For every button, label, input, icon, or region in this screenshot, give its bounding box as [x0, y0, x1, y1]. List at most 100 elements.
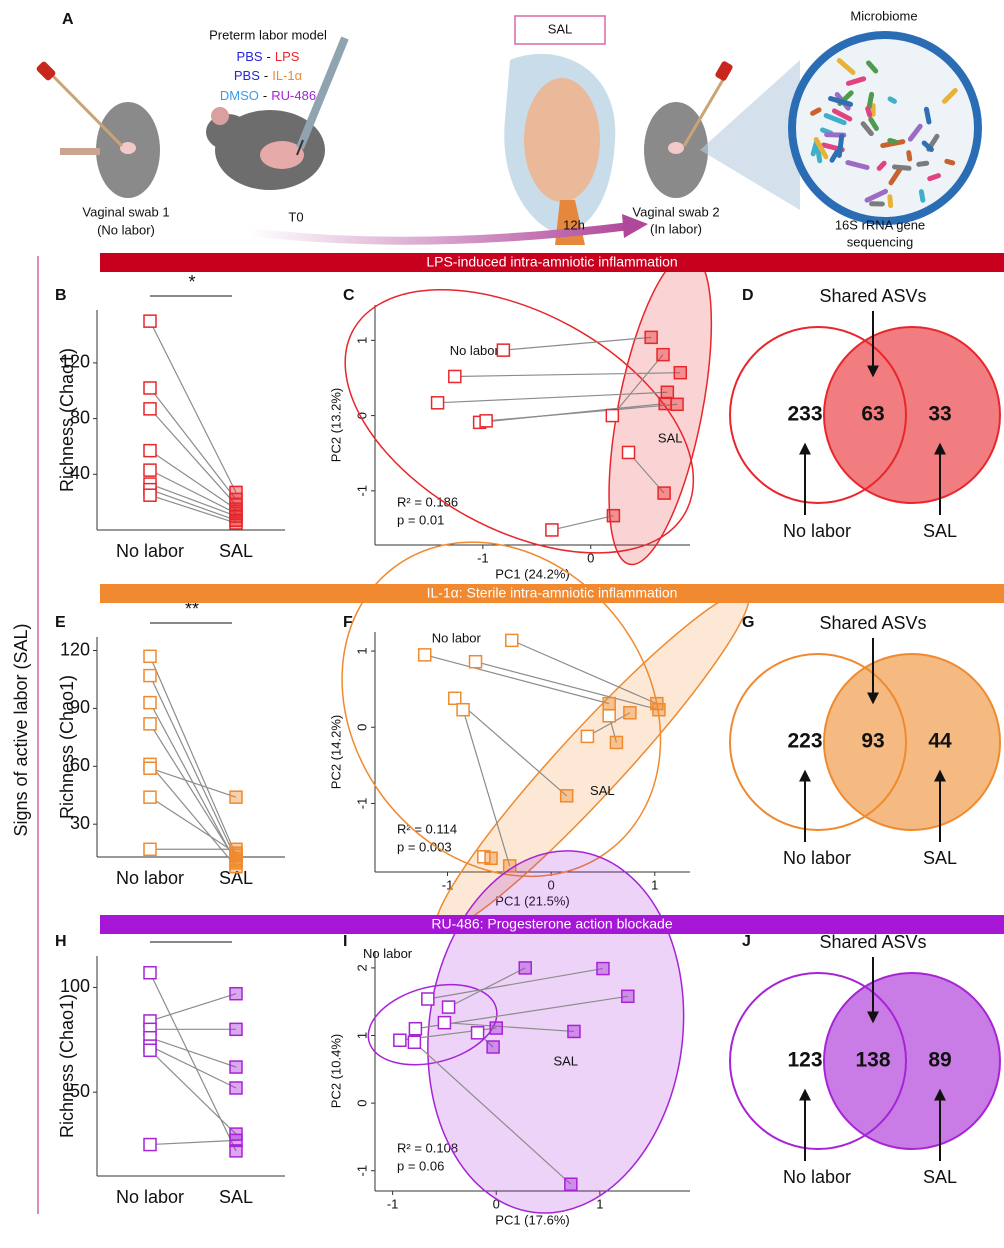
pair-line [150, 764, 236, 866]
pair-line [150, 973, 236, 1151]
sal-box-label: SAL [548, 21, 573, 36]
venn-count: 93 [861, 730, 884, 753]
point [144, 762, 156, 774]
annotation: p = 0.01 [397, 512, 444, 527]
point [144, 967, 156, 979]
x-tick-label: No labor [116, 1187, 184, 1207]
panel-letter: C [343, 287, 355, 304]
point [487, 1041, 499, 1053]
sequencing-label: sequencing [847, 234, 914, 249]
point [144, 464, 156, 476]
point [443, 1001, 455, 1013]
group-label: SAL [553, 1053, 578, 1068]
point [422, 993, 434, 1005]
venn-count: 89 [928, 1049, 951, 1072]
sequencing-label: 16S rRNA gene [835, 217, 925, 232]
panel-letter: G [742, 614, 754, 631]
point [485, 852, 497, 864]
point [603, 710, 615, 722]
annotation: p = 0.06 [397, 1158, 444, 1173]
venn-title: Shared ASVs [819, 286, 926, 306]
y-tick-label: 90 [70, 697, 90, 717]
point [546, 524, 558, 536]
group-label: No labor [363, 946, 413, 961]
point [438, 1017, 450, 1029]
y-axis-label: Richness (Chao1) [57, 994, 77, 1138]
panel-a: A SAL Preterm labor model PBS-LPS [35, 8, 978, 249]
x-tick-label: No labor [116, 868, 184, 888]
model-title: Preterm labor model [209, 27, 327, 42]
point [230, 843, 242, 855]
treatment-separator: - [267, 49, 271, 64]
point [230, 1023, 242, 1035]
point [432, 397, 444, 409]
pair-line [150, 470, 236, 513]
point [568, 1025, 580, 1037]
panel-letter: I [343, 933, 347, 950]
point [607, 510, 619, 522]
treatment-separator: - [264, 68, 268, 83]
x-tick-label: SAL [219, 1187, 253, 1207]
point [659, 398, 671, 410]
y-tick-label: -1 [354, 1165, 369, 1177]
venn-set-name: No labor [783, 1167, 851, 1187]
bacterium [869, 201, 885, 206]
x-tick-label: -1 [387, 1196, 399, 1211]
venn-set [824, 654, 1000, 830]
point [144, 382, 156, 394]
point [230, 988, 242, 1000]
point [653, 704, 665, 716]
y-tick-label: 1 [354, 1032, 369, 1039]
group-label: No labor [432, 631, 482, 646]
panel-letter: A [62, 11, 74, 28]
mouse-ear [211, 107, 229, 125]
point [470, 656, 482, 668]
y-tick-label: 1 [354, 337, 369, 344]
mouse-tail [60, 148, 100, 155]
point [230, 517, 242, 529]
point [144, 843, 156, 855]
pair-line [150, 676, 236, 859]
side-label: Signs of active labor (SAL) [11, 623, 31, 836]
venn-set-name: SAL [923, 1167, 957, 1187]
point [657, 349, 669, 361]
microbiome-label: Microbiome [850, 8, 917, 23]
x-tick-label: SAL [219, 541, 253, 561]
point [480, 415, 492, 427]
panel-letter: D [742, 287, 754, 304]
point [561, 790, 573, 802]
time-label: T0 [288, 209, 303, 224]
y-tick-label: 100 [60, 976, 90, 996]
figure: A SAL Preterm labor model PBS-LPS [0, 0, 1004, 1248]
point [565, 1178, 577, 1190]
significance: * [188, 272, 195, 292]
y-axis-label: PC2 (14.2%) [328, 715, 343, 789]
treatment: DMSO-RU-486 [220, 88, 316, 103]
group-label: SAL [590, 783, 615, 798]
y-tick-label: 40 [70, 463, 90, 483]
y-tick-label: 30 [70, 813, 90, 833]
treatment-control: PBS [234, 68, 260, 83]
panel-letter: H [55, 933, 67, 950]
point [144, 489, 156, 501]
point [622, 990, 634, 1002]
y-tick-label: 50 [70, 1081, 90, 1101]
group-label: SAL [658, 431, 683, 446]
x-tick-label: 1 [596, 1196, 603, 1211]
x-tick-label: No labor [116, 541, 184, 561]
y-tick-label: -1 [354, 485, 369, 497]
treatment-agent: RU-486 [271, 88, 316, 103]
banner-text: RU-486: Progesterone action blockade [431, 916, 672, 932]
point [606, 410, 618, 422]
point [230, 1061, 242, 1073]
fetus-illustration [524, 78, 600, 202]
treatment-separator: - [263, 88, 267, 103]
point [597, 963, 609, 975]
swab-label: (No labor) [97, 222, 155, 237]
pair-line [150, 409, 236, 505]
treatment: PBS-LPS [237, 49, 300, 64]
point [144, 1139, 156, 1151]
pair-line [150, 388, 236, 499]
point [623, 446, 635, 458]
